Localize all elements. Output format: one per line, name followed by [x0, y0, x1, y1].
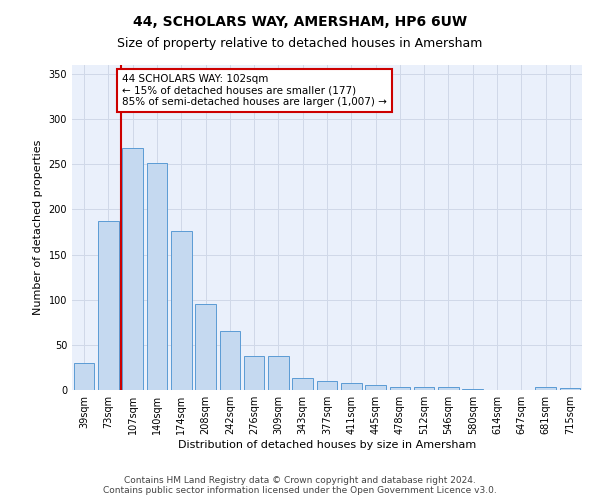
Bar [146, 162, 167, 390]
Text: 44, SCHOLARS WAY, AMERSHAM, HP6 6UW: 44, SCHOLARS WAY, AMERSHAM, HP6 6UW [133, 15, 467, 29]
X-axis label: Distribution of detached houses by size in Amersham: Distribution of detached houses by size … [178, 440, 476, 450]
Bar [122, 148, 143, 390]
Bar [341, 383, 362, 390]
Bar [317, 381, 337, 390]
Bar [74, 363, 94, 390]
Bar [195, 304, 216, 390]
Bar [463, 389, 483, 390]
Bar [535, 388, 556, 390]
Y-axis label: Number of detached properties: Number of detached properties [33, 140, 43, 315]
Bar [268, 356, 289, 390]
Bar [292, 378, 313, 390]
Bar [414, 388, 434, 390]
Bar [220, 332, 240, 390]
Bar [438, 388, 459, 390]
Bar [244, 356, 265, 390]
Bar [171, 231, 191, 390]
Text: Size of property relative to detached houses in Amersham: Size of property relative to detached ho… [118, 38, 482, 51]
Text: Contains HM Land Registry data © Crown copyright and database right 2024.
Contai: Contains HM Land Registry data © Crown c… [103, 476, 497, 495]
Bar [560, 388, 580, 390]
Bar [365, 386, 386, 390]
Bar [389, 388, 410, 390]
Bar [98, 221, 119, 390]
Text: 44 SCHOLARS WAY: 102sqm
← 15% of detached houses are smaller (177)
85% of semi-d: 44 SCHOLARS WAY: 102sqm ← 15% of detache… [122, 74, 386, 107]
